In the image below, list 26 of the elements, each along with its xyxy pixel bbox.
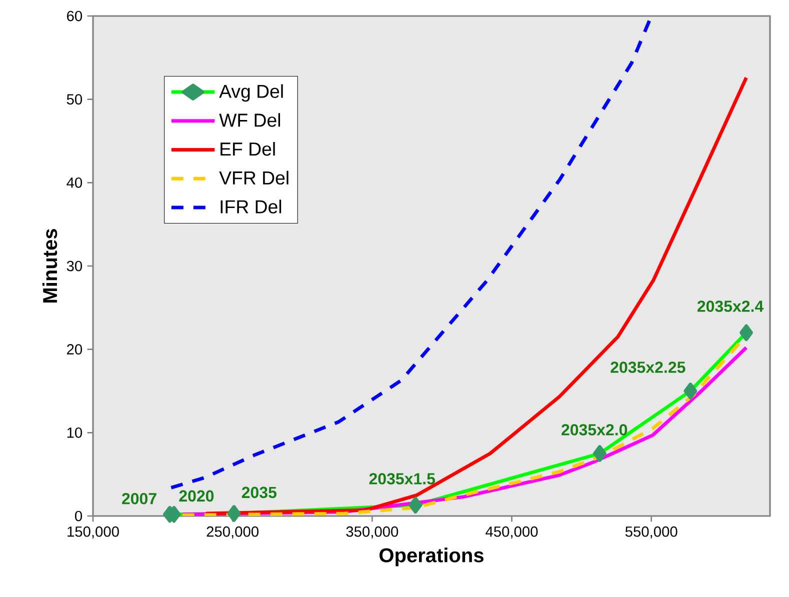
x-tick-label: 450,000 xyxy=(486,526,538,539)
annotation: 2035x2.0 xyxy=(562,424,628,436)
annotation: 2035x2.25 xyxy=(610,362,686,373)
y-axis-title: Minutes xyxy=(42,229,58,302)
annotation: 2035x2.4 xyxy=(697,300,764,312)
annotation: 2035 xyxy=(242,486,276,498)
annotation: 2007 xyxy=(122,492,156,504)
legend-label: WF Del xyxy=(219,113,280,127)
legend-label: IFR Del xyxy=(220,200,282,214)
y-tick-label: 20 xyxy=(67,344,82,355)
annotation: 2035x1.5 xyxy=(369,473,436,484)
y-tick-label: 0 xyxy=(75,510,82,522)
x-tick-label: 250,000 xyxy=(206,526,258,539)
y-tick-label: 30 xyxy=(66,260,82,272)
x-tick-label: 150,000 xyxy=(68,526,119,539)
x-axis-title: Operations xyxy=(380,548,484,566)
annotation: 2020 xyxy=(179,490,214,502)
x-tick-label: 350,000 xyxy=(346,526,398,539)
legend-label: VFR Del xyxy=(219,170,288,185)
y-tick-label: 50 xyxy=(66,94,82,105)
y-tick-label: 10 xyxy=(67,427,82,438)
y-tick-label: 40 xyxy=(66,177,82,188)
y-tick-label: 60 xyxy=(67,10,82,22)
legend-label: EF Del xyxy=(220,142,275,156)
x-tick-label: 550,000 xyxy=(625,526,678,539)
legend-label: Avg Del xyxy=(219,84,283,102)
